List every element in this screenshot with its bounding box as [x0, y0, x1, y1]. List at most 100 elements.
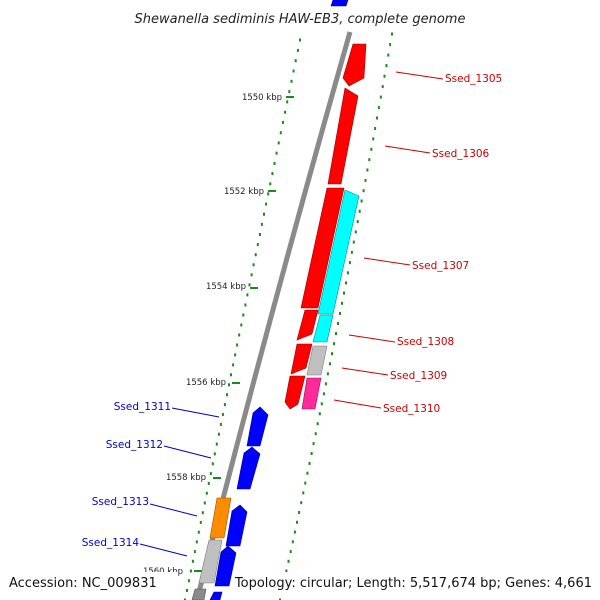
- gene-ssed-1314-pseudo[interactable]: [198, 539, 223, 584]
- gene-label-ssed-1309[interactable]: Ssed_1309: [390, 370, 447, 382]
- ruler-dot: [230, 373, 232, 377]
- ruler-dot: [254, 253, 257, 257]
- ruler-dot: [250, 273, 253, 277]
- gene-ssed-1305[interactable]: [342, 43, 367, 87]
- gene-ssed-1313-orange[interactable]: [209, 497, 232, 539]
- gene-bottom-fragment-grey[interactable]: [191, 588, 207, 600]
- ruler-dot: [294, 59, 297, 63]
- ruler-dot: [193, 550, 196, 554]
- ruler-dot: [195, 540, 198, 544]
- gene-ssed-1310-red[interactable]: [284, 375, 306, 410]
- ruler-dot: [308, 461, 311, 465]
- map-title: Shewanella sediminis HAW-EB3, complete g…: [135, 12, 466, 27]
- gene-label-ssed-1308[interactable]: Ssed_1308: [397, 336, 454, 348]
- gene-ssed-1307-rna[interactable]: [317, 189, 360, 315]
- gene-label-ssed-1313[interactable]: Ssed_1313: [92, 496, 149, 508]
- ruler-dot: [201, 511, 204, 515]
- ruler-dot: [320, 402, 323, 406]
- ruler-dot: [236, 343, 239, 347]
- ruler-dot: [287, 559, 290, 563]
- ruler-dot: [252, 263, 255, 267]
- ruler-dot: [223, 403, 226, 407]
- ruler-dot: [207, 481, 210, 485]
- ruler-dot: [292, 69, 295, 73]
- gene-ssed-1308-rna[interactable]: [312, 314, 334, 343]
- leader-line: [149, 503, 198, 517]
- ruler-dot: [273, 161, 276, 165]
- ruler-dot: [324, 382, 327, 386]
- gene-ssed-1310-misc[interactable]: [301, 377, 322, 410]
- gene-ssed-1309-red[interactable]: [290, 343, 313, 375]
- ruler-dot: [374, 127, 377, 130]
- ruler-dot: [277, 141, 280, 145]
- ruler-dot: [290, 79, 293, 83]
- ruler-dot: [304, 481, 307, 485]
- ruler-dot: [275, 151, 278, 155]
- ruler-dot: [306, 471, 309, 475]
- gene-label-ssed-1305[interactable]: Ssed_1305: [445, 73, 502, 85]
- ruler-dot: [269, 182, 272, 186]
- ruler-dot: [302, 491, 305, 495]
- ruler-dot: [226, 393, 228, 397]
- ruler-dot: [199, 520, 202, 524]
- ruler-dot: [312, 442, 315, 446]
- gene-label-ssed-1311[interactable]: Ssed_1311: [114, 401, 171, 413]
- gene-ssed-1314-blue[interactable]: [214, 545, 237, 587]
- gene-ssed-1306[interactable]: [327, 87, 359, 185]
- ruler-dot: [366, 168, 369, 172]
- ruler-dot: [258, 233, 261, 236]
- ruler-dot: [293, 530, 296, 534]
- ruler-dot: [232, 363, 235, 367]
- ruler-dot: [348, 261, 351, 265]
- gene-ssed-1307-red[interactable]: [300, 187, 345, 309]
- ruler-dot: [296, 48, 299, 52]
- gene-ssed-1309-pseudo[interactable]: [306, 345, 328, 376]
- ruler-dot: [310, 452, 313, 455]
- tick-label: 1556 kbp: [186, 378, 226, 388]
- gene-ssed-1308-red[interactable]: [296, 309, 319, 341]
- ruler-dot: [217, 432, 220, 436]
- ruler-dot: [362, 189, 365, 193]
- gene-ssed-1311[interactable]: [246, 406, 269, 447]
- ruler-dot: [288, 90, 291, 94]
- ruler-dot: [191, 559, 194, 563]
- ruler-dot: [279, 131, 282, 135]
- ruler-dot: [358, 209, 361, 213]
- ruler-dot: [389, 43, 392, 47]
- ruler-dot: [271, 172, 274, 176]
- ruler-dot: [246, 293, 249, 297]
- ruler-dot: [209, 472, 212, 476]
- ruler-dot: [339, 311, 341, 315]
- leader-line: [171, 407, 220, 418]
- ruler-dot: [285, 569, 288, 573]
- ruler-dot: [350, 250, 353, 254]
- tick-label: 1558 kbp: [166, 473, 206, 483]
- ruler-dot: [372, 137, 375, 141]
- ruler-dot: [360, 199, 363, 203]
- ruler-dot: [238, 333, 241, 337]
- gene-ssed-1312[interactable]: [236, 446, 261, 490]
- ruler-dot: [263, 212, 265, 216]
- gene-label-ssed-1314[interactable]: Ssed_1314: [82, 537, 140, 549]
- gene-ssed-1313-blue[interactable]: [225, 504, 248, 547]
- ruler-dot: [234, 353, 237, 357]
- gene-label-ssed-1307[interactable]: Ssed_1307: [412, 260, 469, 272]
- gene-label-ssed-1310[interactable]: Ssed_1310: [383, 403, 440, 415]
- gene-label-ssed-1312[interactable]: Ssed_1312: [106, 439, 163, 451]
- ruler-dot: [356, 220, 359, 224]
- ruler-dot: [326, 372, 329, 376]
- footer-right-bg: [258, 572, 598, 594]
- ruler-dot: [352, 240, 355, 244]
- ruler-dot: [211, 462, 214, 466]
- forward-strand-features: [284, 0, 367, 410]
- ruler-dot: [256, 243, 259, 247]
- ruler-dot: [354, 230, 357, 234]
- gene-bottom-fragment[interactable]: [209, 591, 223, 600]
- gene-top-reverse-fragment[interactable]: [330, 0, 349, 7]
- gene-label-ssed-1306[interactable]: Ssed_1306: [432, 148, 490, 160]
- ruler-dot: [296, 520, 298, 524]
- ruler-dot: [299, 38, 301, 42]
- ruler-dot: [318, 412, 321, 416]
- ruler-dot: [368, 158, 371, 162]
